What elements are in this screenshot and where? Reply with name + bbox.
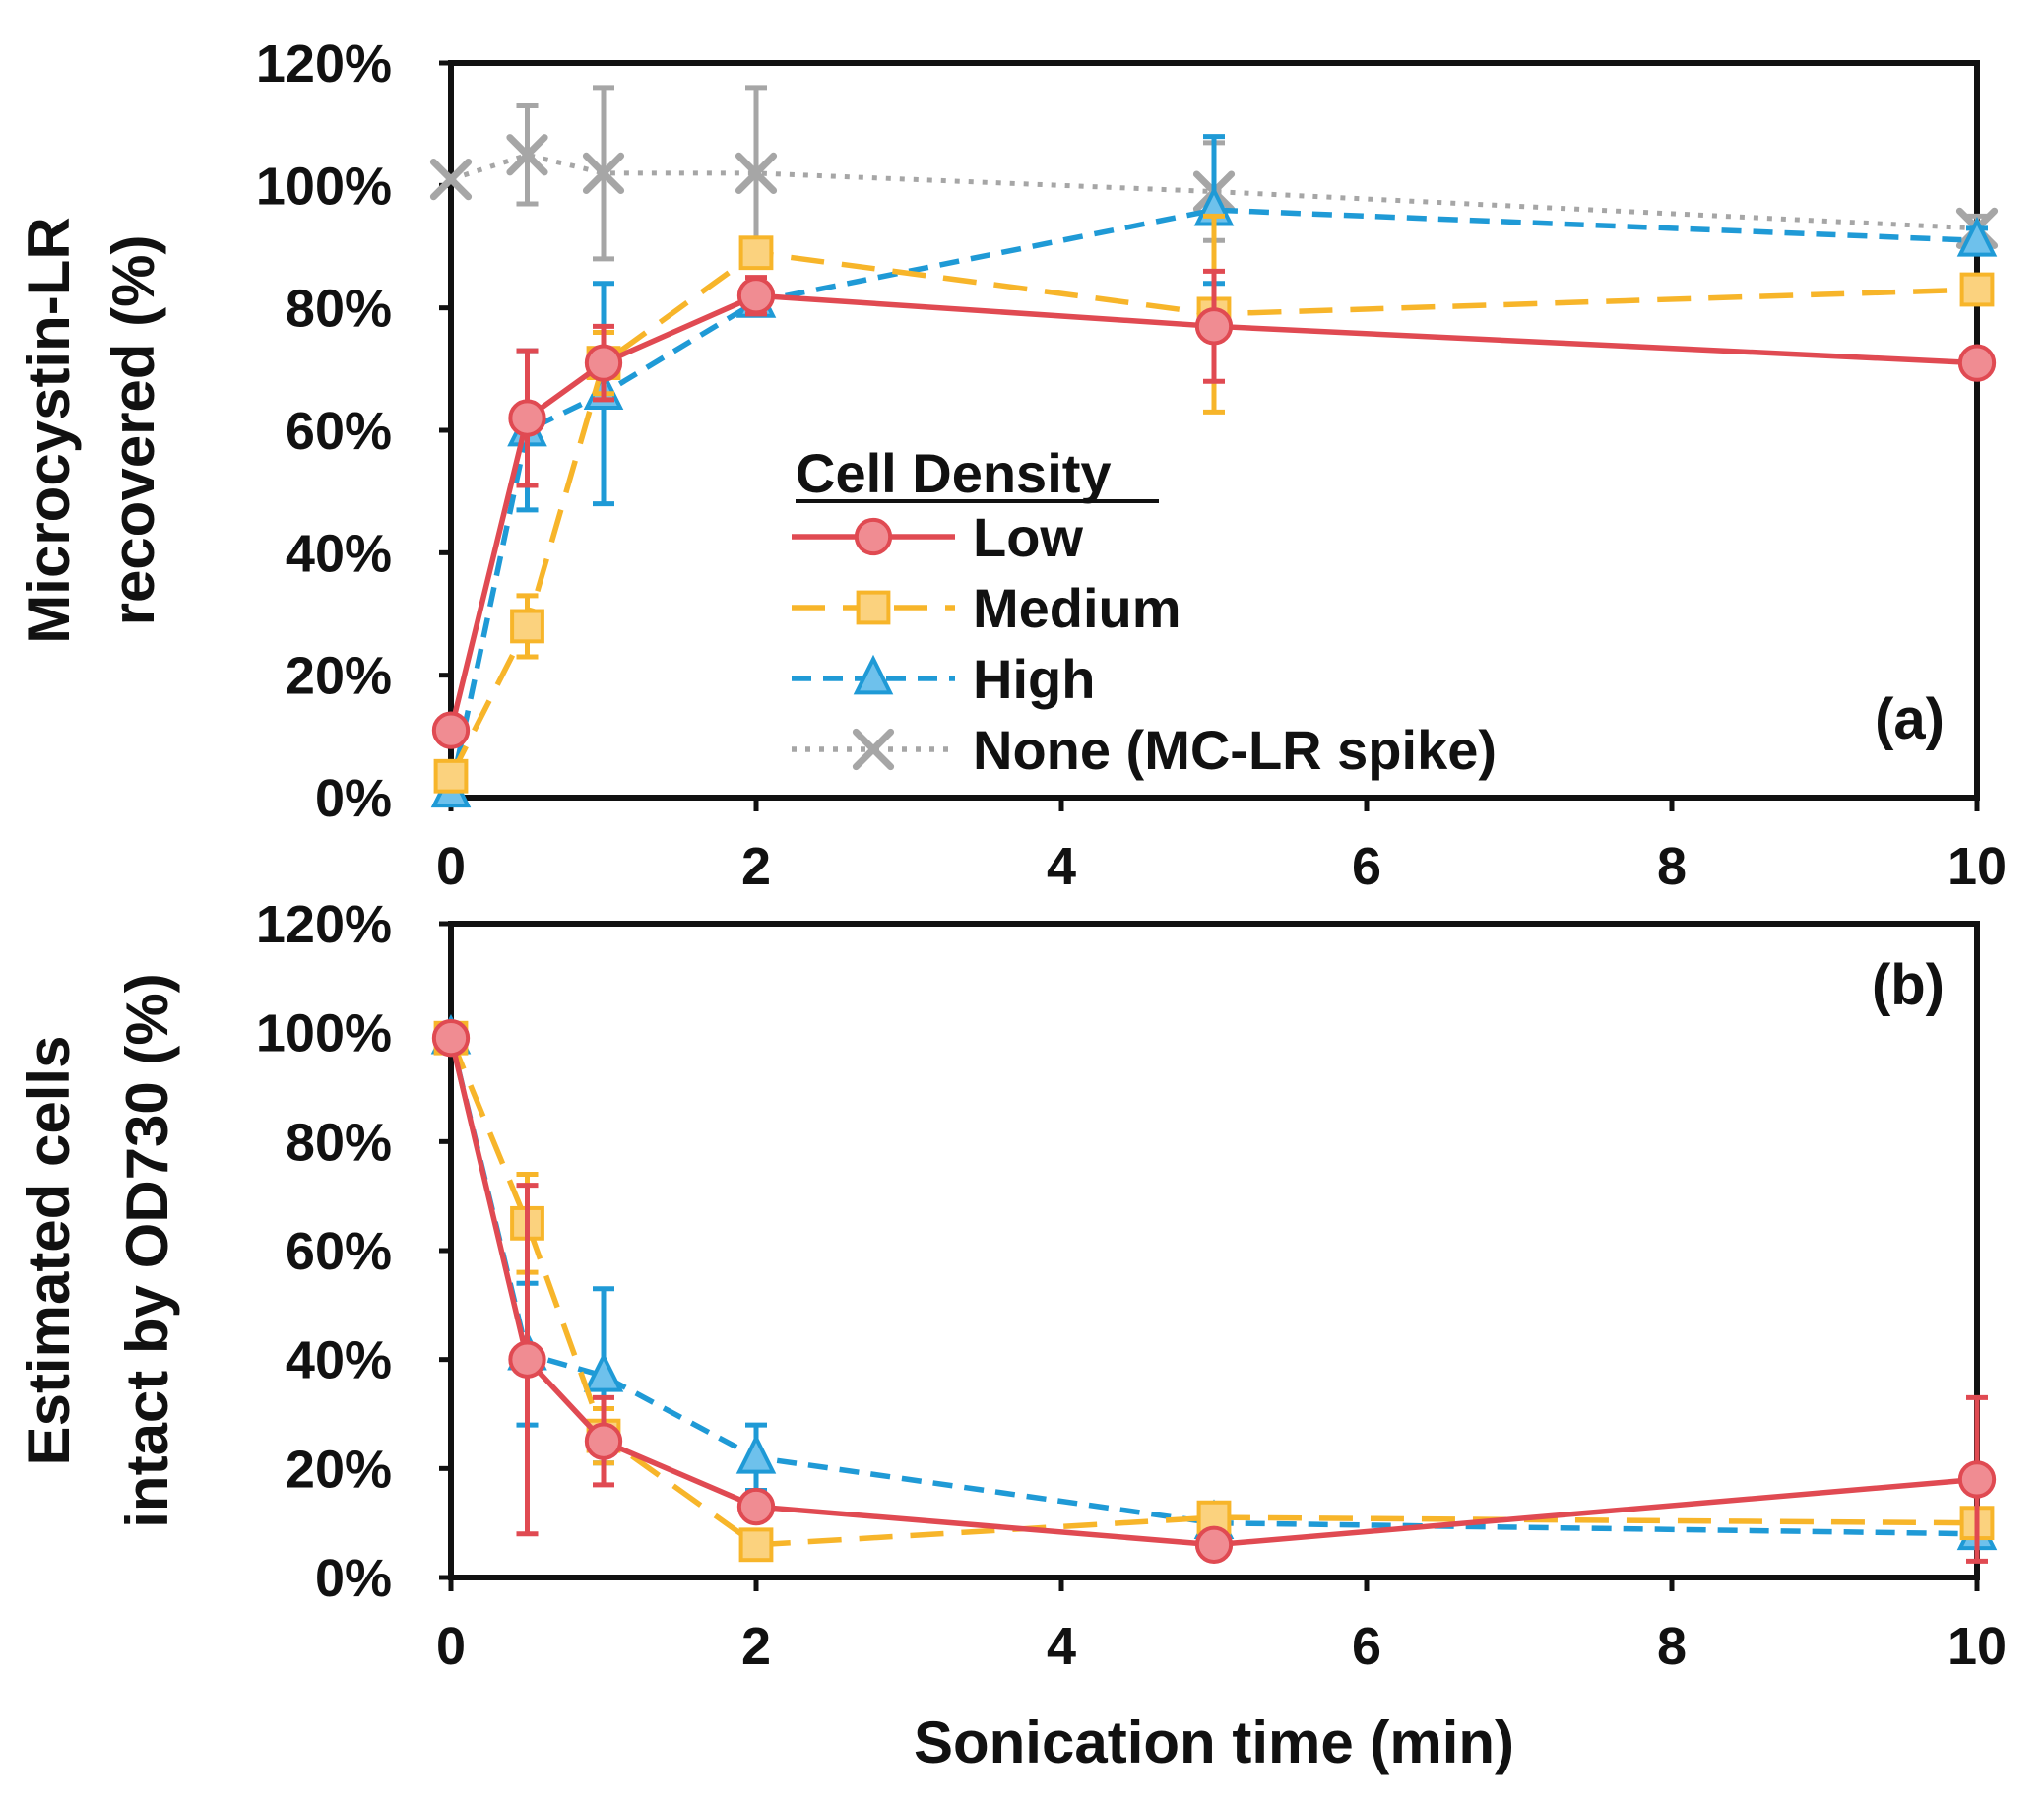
data-point-low	[584, 1422, 623, 1460]
legend-marker-none	[852, 728, 895, 771]
x-tick-label-a: 2	[741, 837, 771, 896]
x-tick-label-b: 4	[1047, 1617, 1076, 1676]
panel-b: 0% 20% 40% 60% 80% 100% 120% 0 2 4 6 8 10 Estimated c…	[16, 895, 2007, 1775]
y-tick-label-a: 60%	[286, 402, 392, 461]
x-tick-label-b: 6	[1352, 1617, 1381, 1676]
legend-marker-medium	[856, 590, 891, 625]
legend-label-low: Low	[973, 506, 1083, 568]
legend-label-none: None (MC-LR spike)	[973, 719, 1497, 781]
y-axis-label-a: Microcystin-LR	[16, 217, 82, 643]
series-line-none	[450, 152, 1978, 231]
panel-label-a: (a)	[1875, 687, 1945, 751]
data-point-low	[431, 711, 471, 749]
x-tick-label-b: 2	[741, 1617, 771, 1676]
series-line-high	[448, 207, 1978, 793]
data-point-low	[584, 344, 623, 382]
data-point-low	[1957, 1460, 1997, 1499]
data-point-medium	[1959, 272, 1995, 307]
data-point-high	[583, 1352, 624, 1392]
data-point-low	[431, 1019, 471, 1058]
y-tick-label-a: 120%	[256, 34, 392, 94]
y-tick-label-b: 100%	[256, 1004, 392, 1063]
legend-label-high: High	[973, 648, 1095, 710]
data-point-none	[506, 134, 548, 176]
y-tick-label-a: 20%	[286, 647, 392, 706]
data-point-medium	[433, 758, 469, 794]
plot-frame-b	[448, 921, 1980, 1580]
data-point-low	[736, 1487, 776, 1526]
x-axis-label: Sonication time (min)	[914, 1709, 1514, 1775]
y-tick-label-a: 40%	[286, 524, 392, 583]
series-low-b	[431, 1019, 1997, 1564]
legend-marker-high	[853, 654, 894, 695]
legend-label-medium: Medium	[973, 577, 1182, 639]
data-point-high	[735, 1434, 777, 1474]
y-tick-label-b: 0%	[315, 1549, 392, 1608]
y-axis-label-b: intact by OD730 (%)	[114, 973, 180, 1527]
data-point-none	[735, 152, 778, 194]
y-axis-label-b: Estimated cells	[16, 1036, 82, 1466]
y-tick-label-a: 100%	[256, 157, 392, 216]
y-axis-label-a: recovered (%)	[100, 235, 166, 626]
x-tick-label-a: 0	[436, 837, 466, 896]
x-tick-label-a: 4	[1047, 837, 1076, 896]
series-line-low	[448, 1037, 1978, 1548]
legend-marker-low	[854, 517, 893, 556]
data-point-low	[508, 1340, 546, 1379]
x-tick-label-b: 10	[1948, 1617, 2007, 1676]
series-line-medium	[448, 249, 1978, 778]
x-tick-label-a: 6	[1352, 837, 1381, 896]
x-tick-label-b: 0	[436, 1617, 466, 1676]
series-line-high	[448, 1037, 1978, 1537]
y-tick-label-b: 120%	[256, 895, 392, 954]
data-point-medium	[738, 1527, 774, 1563]
x-tick-label-a: 8	[1657, 837, 1687, 896]
data-point-none	[429, 159, 473, 201]
data-point-medium	[738, 235, 774, 271]
x-tick-label-a: 10	[1948, 837, 2007, 896]
data-point-medium	[510, 609, 544, 644]
y-tick-label-b: 60%	[286, 1222, 392, 1281]
panel-a: 0% 20% 40% 60% 80% 100% 120% 0 2 4 6 8 10 Microcystin…	[16, 34, 2007, 896]
y-tick-label-b: 40%	[286, 1331, 392, 1390]
legend-title: Cell Density	[796, 442, 1112, 504]
series-medium-b	[433, 1020, 1995, 1563]
data-point-low	[736, 277, 776, 315]
data-point-none	[582, 152, 625, 194]
y-tick-label-a: 80%	[286, 280, 392, 339]
panel-label-b: (b)	[1872, 953, 1945, 1017]
data-point-high	[1956, 217, 1998, 257]
y-tick-label-b: 80%	[286, 1113, 392, 1172]
series-line-medium	[448, 1037, 1978, 1548]
x-tick-label-b: 8	[1657, 1617, 1687, 1676]
data-point-low	[1194, 307, 1234, 346]
data-point-low	[508, 399, 546, 437]
y-tick-label-b: 20%	[286, 1440, 392, 1499]
series-line-low	[448, 292, 1978, 732]
series-low-a	[431, 268, 1997, 749]
data-point-low	[1194, 1525, 1234, 1564]
y-tick-label-a: 0%	[315, 769, 392, 828]
data-point-low	[1957, 344, 1997, 382]
